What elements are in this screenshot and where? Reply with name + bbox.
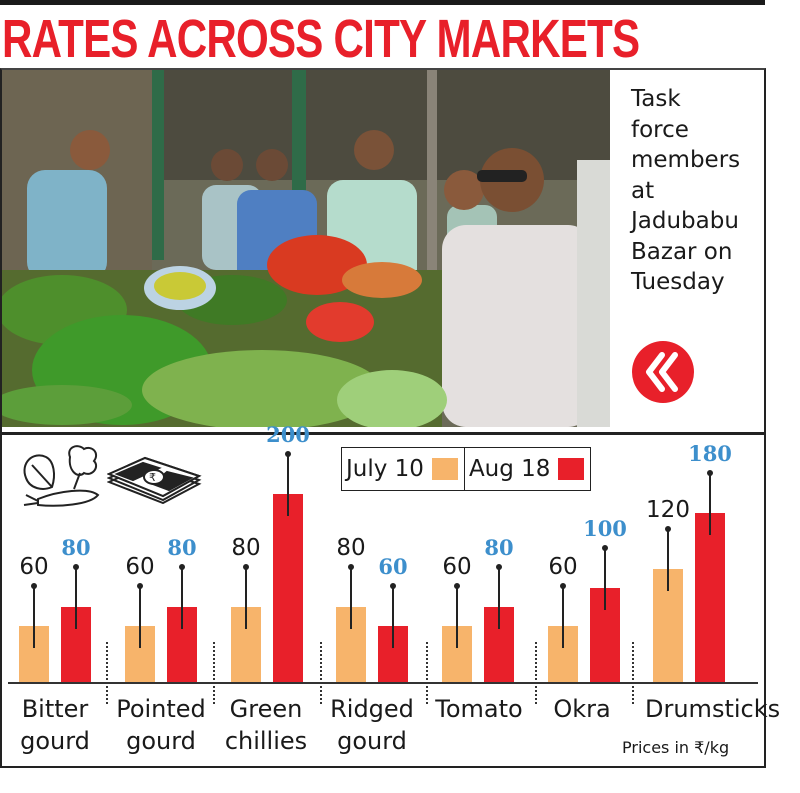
category-label: Okra	[530, 693, 634, 725]
value-label: 200	[266, 422, 310, 447]
category-label-line: gourd	[20, 727, 90, 755]
caption-line: at	[631, 177, 655, 204]
leader-line	[604, 548, 606, 610]
leader-dot	[137, 583, 143, 589]
value-label: 80	[336, 535, 366, 561]
photo-caption: Task force members at Jadubabu Bazar on …	[631, 84, 761, 298]
leader-dot	[348, 564, 354, 570]
vegetables-icon	[23, 445, 100, 507]
category-label-line: Ridged	[330, 695, 414, 723]
leader-dot	[454, 583, 460, 589]
category-label-line: gourd	[126, 727, 196, 755]
chart-legend: July 10 Aug 18	[341, 447, 592, 491]
chart-icons	[18, 443, 203, 522]
category-label: Drumsticks	[645, 693, 781, 725]
rupee-notes-icon: ₹	[106, 452, 202, 508]
leader-line	[350, 567, 352, 629]
caption-line: Jadubabu	[631, 208, 739, 234]
leader-dot	[31, 583, 37, 589]
leader-dot	[707, 470, 713, 476]
double-chevron-left-icon	[632, 341, 694, 403]
category-label: Pointed gourd	[109, 693, 213, 757]
leader-dot	[665, 526, 671, 532]
category-label-line: Okra	[553, 695, 611, 723]
caption-line: Task	[631, 86, 681, 112]
leader-line	[667, 529, 669, 591]
value-label: 60	[548, 554, 578, 580]
legend-swatch-aug	[558, 458, 585, 480]
category-label-line: gourd	[337, 727, 407, 755]
value-label: 60	[19, 554, 49, 580]
value-label: 120	[646, 497, 690, 523]
value-label: 80	[167, 535, 197, 560]
value-label: 60	[378, 554, 408, 579]
x-axis	[8, 682, 758, 684]
category-label-line: Bitter	[21, 695, 89, 723]
leader-line	[709, 473, 711, 535]
leader-dot	[560, 583, 566, 589]
category-label-line: Pointed	[116, 695, 206, 723]
caption-line: force	[631, 116, 689, 143]
category-label-line: Tomato	[435, 695, 523, 723]
leader-line	[245, 567, 247, 629]
legend-swatch-july	[431, 458, 458, 480]
leader-dot	[73, 564, 79, 570]
leader-line	[181, 567, 183, 629]
headline: RATES ACROSS CITY MARKETS	[2, 9, 640, 69]
leader-line	[139, 586, 141, 648]
leader-line	[75, 567, 77, 629]
leader-dot	[243, 564, 249, 570]
group-separator	[320, 642, 322, 704]
value-label: 60	[442, 554, 472, 580]
group-separator	[213, 642, 215, 704]
value-label: 80	[61, 535, 91, 560]
market-photo	[2, 70, 610, 427]
category-label-line: Drumsticks	[645, 695, 781, 723]
legend-label: July 10	[346, 456, 424, 482]
leader-dot	[602, 545, 608, 551]
value-label: 100	[583, 516, 627, 541]
group-separator	[632, 642, 634, 704]
leader-line	[33, 586, 35, 648]
legend-item-july: July 10	[342, 448, 464, 490]
legend-label: Aug 18	[468, 456, 551, 482]
category-label: Bitter gourd	[3, 693, 107, 757]
leader-line	[287, 454, 289, 516]
category-label: Tomato	[427, 693, 531, 725]
value-label: 60	[125, 554, 155, 580]
leader-line	[498, 567, 500, 629]
category-label-line: Green	[229, 695, 303, 723]
leader-dot	[179, 564, 185, 570]
value-label: 80	[231, 535, 261, 561]
category-label: Green chillies	[214, 693, 318, 757]
top-rule	[0, 0, 765, 5]
group-separator	[535, 642, 537, 704]
leader-dot	[285, 451, 291, 457]
caption-line: members	[631, 147, 741, 173]
frame	[0, 68, 766, 768]
leader-line	[456, 586, 458, 648]
bar-aug	[273, 494, 303, 682]
leader-line	[392, 586, 394, 648]
bar-aug	[695, 513, 725, 682]
category-label-line: chillies	[224, 727, 308, 755]
group-separator	[426, 642, 428, 704]
caption-line: Tuesday	[631, 269, 725, 295]
caption-line: Bazar on	[631, 238, 733, 265]
svg-text:₹: ₹	[149, 471, 156, 484]
leader-line	[562, 586, 564, 648]
photo-divider	[0, 432, 765, 435]
value-label: 180	[688, 441, 732, 466]
value-label: 80	[484, 535, 514, 560]
legend-item-aug: Aug 18	[463, 448, 591, 490]
group-separator	[106, 642, 108, 704]
units-note: Prices in ₹/kg	[622, 738, 730, 757]
category-label: Ridged gourd	[320, 693, 424, 757]
leader-dot	[390, 583, 396, 589]
leader-dot	[496, 564, 502, 570]
